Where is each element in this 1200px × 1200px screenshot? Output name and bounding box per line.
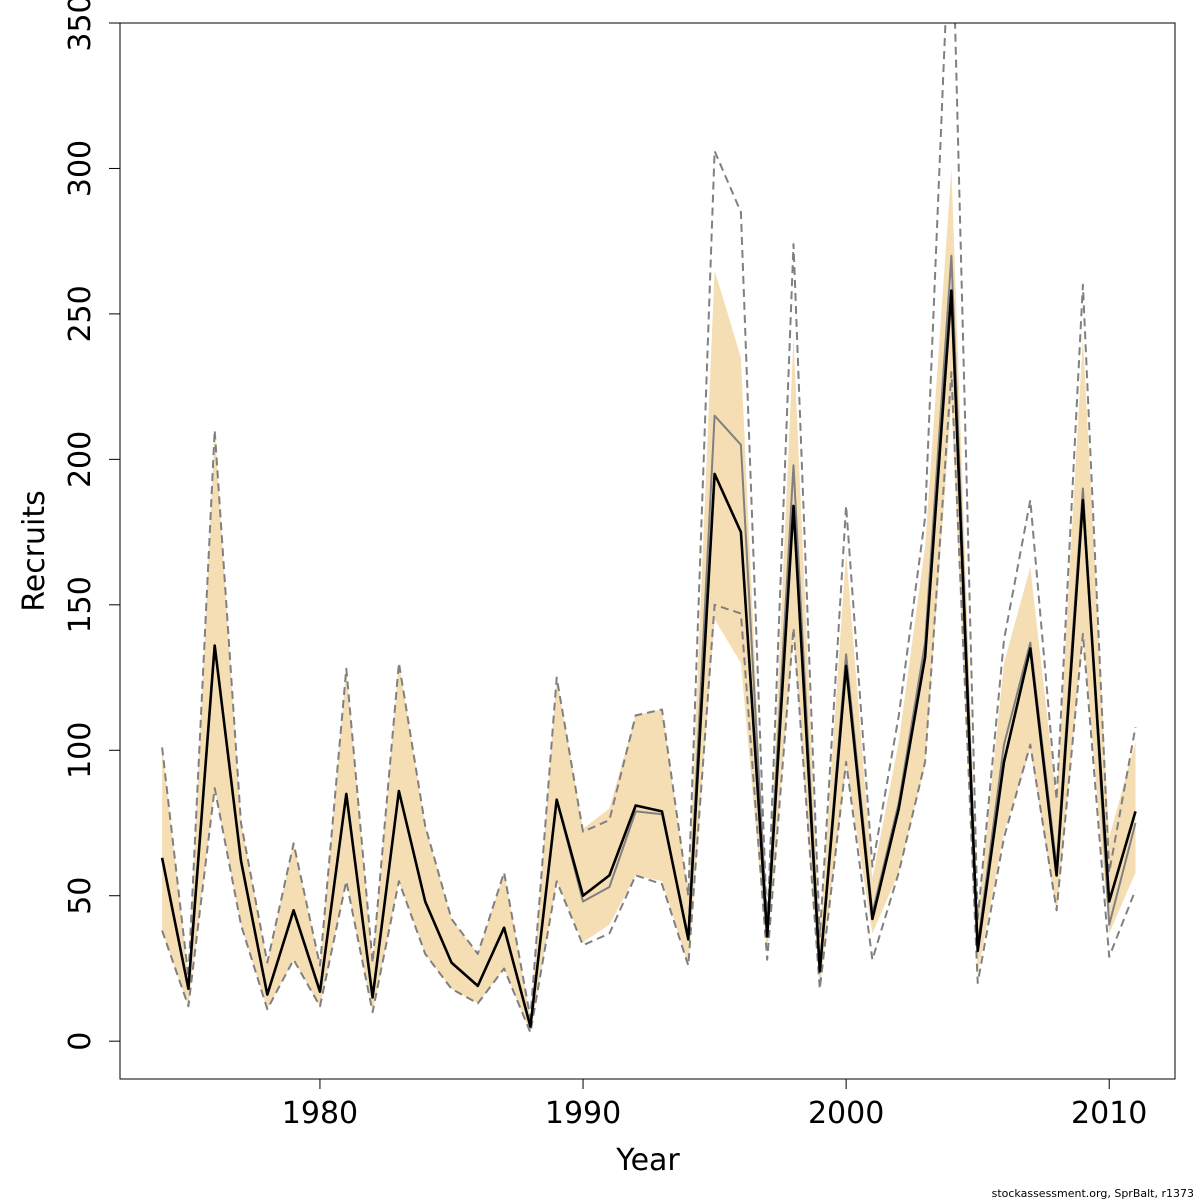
y-tick-label: 0: [63, 1032, 98, 1051]
y-tick-label: 200: [63, 431, 98, 488]
plot-area: [160, 23, 1137, 1034]
x-axis-title: Year: [615, 1143, 680, 1178]
y-axis: 0 50 100 150 200 250 300 350: [63, 0, 121, 1051]
y-tick-label: 50: [63, 877, 98, 915]
y-axis-title: Recruits: [17, 490, 52, 612]
x-tick-label: 2010: [1071, 1096, 1147, 1131]
credit-text: stockassessment.org, SprBalt, r1373: [992, 1187, 1194, 1200]
x-axis: 1980 1990 2000 2010: [282, 1079, 1147, 1131]
y-tick-label: 350: [63, 0, 98, 52]
x-tick-label: 1980: [282, 1096, 358, 1131]
y-tick-label: 300: [63, 140, 98, 197]
confidence-band: [162, 168, 1136, 1033]
estimate-line: [160, 289, 1137, 1028]
y-tick-label: 100: [63, 722, 98, 779]
x-tick-label: 2000: [808, 1096, 884, 1131]
reference-lower-dashed-line: [161, 371, 1137, 1034]
reference-upper-dashed-line: [161, 23, 1137, 1019]
x-tick-label: 1990: [545, 1096, 621, 1131]
y-tick-label: 150: [63, 576, 98, 633]
y-tick-label: 250: [63, 285, 98, 342]
